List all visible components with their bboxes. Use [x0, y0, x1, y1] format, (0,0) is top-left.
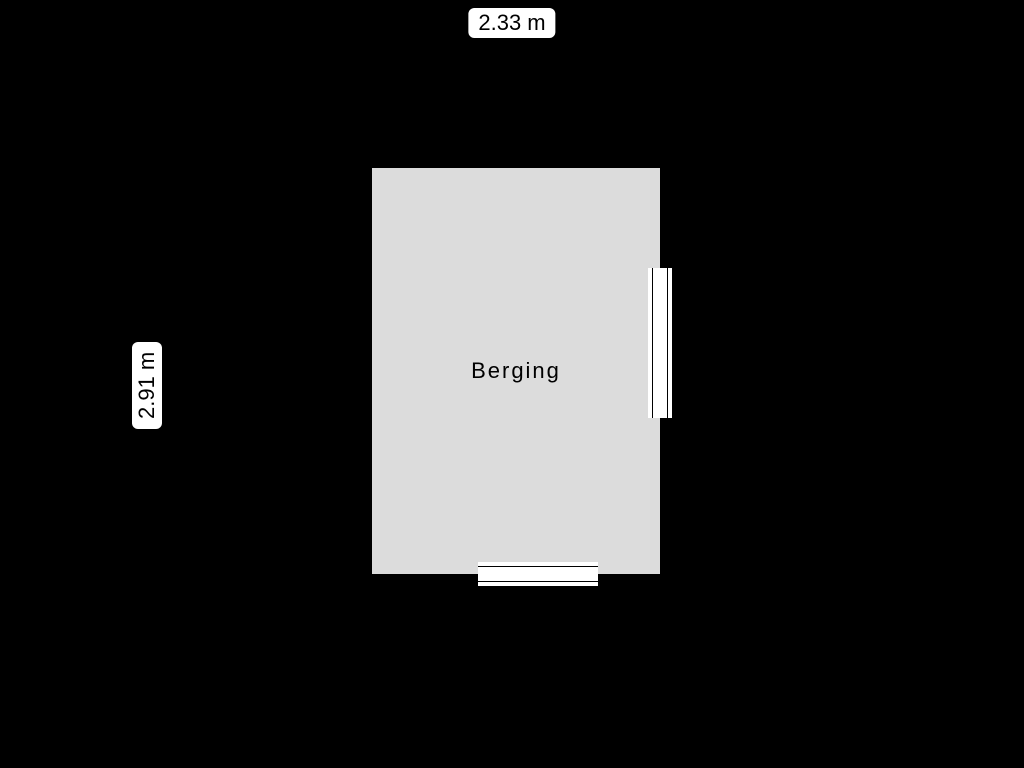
door-bottom	[478, 562, 598, 586]
room-berging: Berging	[370, 166, 662, 576]
door-bottom-frame	[478, 566, 598, 582]
room-label: Berging	[471, 358, 561, 384]
dimension-height-label: 2.91 m	[132, 342, 162, 429]
door-right	[648, 268, 672, 418]
floorplan-canvas: Berging 2.33 m 2.91 m	[0, 0, 1024, 768]
door-right-frame	[652, 268, 668, 418]
dimension-width-label: 2.33 m	[468, 8, 555, 38]
